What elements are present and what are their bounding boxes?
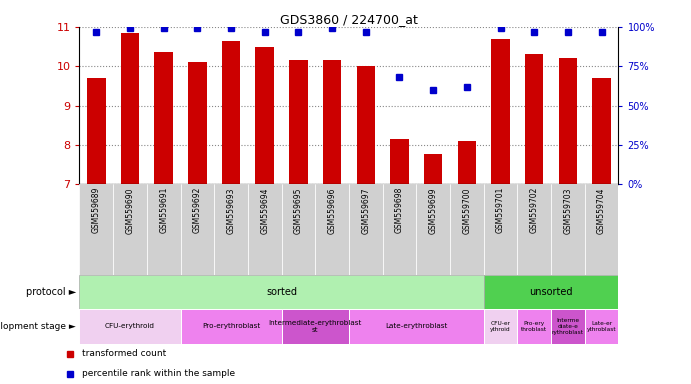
Text: GSM559693: GSM559693 <box>227 187 236 233</box>
Bar <box>188 62 207 184</box>
Text: GSM559700: GSM559700 <box>462 187 471 233</box>
Text: unsorted: unsorted <box>529 287 573 297</box>
Text: GSM559691: GSM559691 <box>159 187 168 233</box>
Bar <box>282 184 315 275</box>
Text: GSM559696: GSM559696 <box>328 187 337 233</box>
Bar <box>424 154 442 184</box>
Text: Pro-ery
throblast: Pro-ery throblast <box>521 321 547 332</box>
Bar <box>390 139 409 184</box>
Text: GSM559695: GSM559695 <box>294 187 303 233</box>
Text: protocol ►: protocol ► <box>26 287 76 297</box>
Bar <box>450 184 484 275</box>
Bar <box>416 184 450 275</box>
Bar <box>79 275 484 309</box>
Bar <box>222 41 240 184</box>
Text: GSM559703: GSM559703 <box>563 187 572 233</box>
Bar <box>282 309 349 344</box>
Bar <box>154 53 173 184</box>
Text: GSM559694: GSM559694 <box>261 187 269 233</box>
Bar <box>87 78 106 184</box>
Bar <box>484 275 618 309</box>
Text: GSM559690: GSM559690 <box>126 187 135 233</box>
Bar <box>585 184 618 275</box>
Bar <box>289 60 307 184</box>
Text: percentile rank within the sample: percentile rank within the sample <box>82 369 236 378</box>
Text: Interme
diate-e
rythroblast: Interme diate-e rythroblast <box>552 318 584 335</box>
Bar <box>457 141 476 184</box>
Text: GSM559699: GSM559699 <box>428 187 437 233</box>
Text: CFU-erythroid: CFU-erythroid <box>105 323 155 329</box>
Bar <box>146 184 180 275</box>
Bar <box>585 309 618 344</box>
Bar <box>323 60 341 184</box>
Text: Pro-erythroblast: Pro-erythroblast <box>202 323 261 329</box>
Text: GSM559698: GSM559698 <box>395 187 404 233</box>
Bar <box>518 184 551 275</box>
Bar <box>315 184 349 275</box>
Bar <box>256 46 274 184</box>
Bar <box>248 184 281 275</box>
Bar <box>491 39 510 184</box>
Bar <box>383 184 416 275</box>
Text: GSM559704: GSM559704 <box>597 187 606 233</box>
Text: Late-erythroblast: Late-erythroblast <box>385 323 448 329</box>
Bar <box>349 309 484 344</box>
Text: GSM559689: GSM559689 <box>92 187 101 233</box>
Text: Intermediate-erythroblast
st: Intermediate-erythroblast st <box>269 320 362 333</box>
Bar <box>180 184 214 275</box>
Bar <box>121 33 140 184</box>
Text: GSM559701: GSM559701 <box>496 187 505 233</box>
Bar <box>349 184 383 275</box>
Bar <box>518 309 551 344</box>
Bar <box>525 55 544 184</box>
Text: CFU-er
ythroid: CFU-er ythroid <box>490 321 511 332</box>
Bar <box>592 78 611 184</box>
Bar <box>357 66 375 184</box>
Text: GSM559692: GSM559692 <box>193 187 202 233</box>
Title: GDS3860 / 224700_at: GDS3860 / 224700_at <box>280 13 418 26</box>
Bar <box>180 309 281 344</box>
Bar <box>79 309 180 344</box>
Bar <box>484 309 518 344</box>
Bar <box>484 184 518 275</box>
Text: Late-er
ythroblast: Late-er ythroblast <box>587 321 616 332</box>
Text: GSM559702: GSM559702 <box>530 187 539 233</box>
Bar <box>551 184 585 275</box>
Text: GSM559697: GSM559697 <box>361 187 370 233</box>
Text: sorted: sorted <box>266 287 297 297</box>
Text: development stage ►: development stage ► <box>0 322 76 331</box>
Bar <box>79 184 113 275</box>
Bar <box>113 184 146 275</box>
Bar <box>214 184 248 275</box>
Bar <box>551 309 585 344</box>
Bar <box>558 58 577 184</box>
Text: transformed count: transformed count <box>82 349 167 358</box>
